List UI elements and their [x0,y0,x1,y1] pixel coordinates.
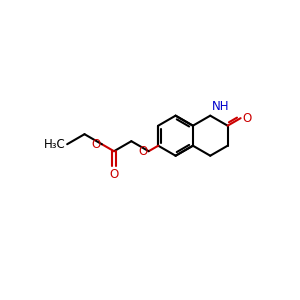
Text: H₃C: H₃C [44,138,66,151]
Text: O: O [91,138,101,151]
Text: O: O [110,168,118,181]
Text: O: O [242,112,251,125]
Text: NH: NH [212,100,229,113]
Text: O: O [138,145,147,158]
